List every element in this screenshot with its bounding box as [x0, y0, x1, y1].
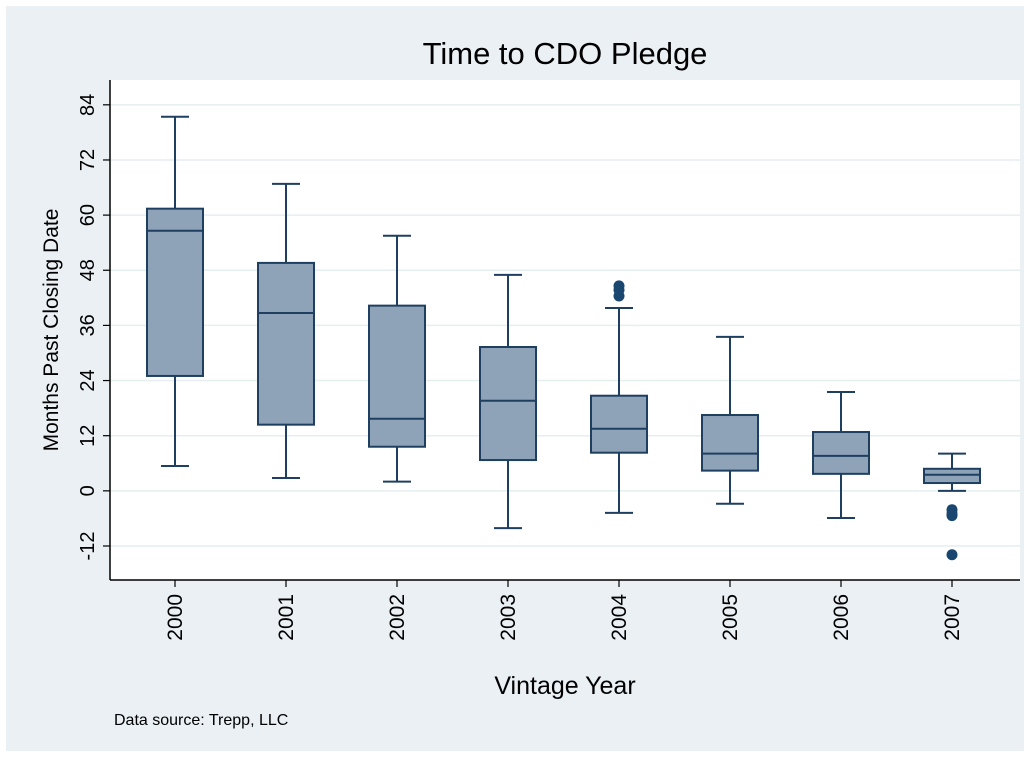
x-tick-label: 2002: [386, 594, 409, 641]
y-tick-label: 48: [77, 259, 99, 281]
outlier: [946, 549, 958, 561]
y-tick-label: 36: [77, 314, 99, 336]
y-tick-label: 0: [77, 485, 99, 496]
y-tick-label: 24: [77, 369, 99, 391]
box: [590, 394, 648, 454]
y-tick-label: 12: [77, 425, 99, 447]
note: Data source: Trepp, LLC: [114, 712, 288, 729]
box: [812, 431, 870, 475]
x-tick-label: 2003: [497, 594, 520, 641]
box: [701, 414, 759, 472]
y-tick-label: 72: [77, 149, 99, 171]
box: [479, 346, 537, 462]
outlier: [946, 510, 958, 522]
x-tick-label: 2006: [830, 594, 853, 641]
y-tick-label: 60: [77, 204, 99, 226]
x-tick-label: 2007: [941, 594, 964, 641]
y-tick-label: -12: [77, 532, 99, 561]
x-tick-label: 2000: [164, 594, 187, 641]
x-tick-label: 2004: [608, 594, 631, 641]
box: [257, 261, 315, 426]
box: [923, 467, 981, 485]
x-axis-label: Vintage Year: [494, 672, 635, 700]
y-axis-label: Months Past Closing Date: [40, 209, 63, 452]
y-tick-label: 84: [77, 94, 99, 116]
outlier: [613, 290, 625, 302]
x-tick-label: 2005: [719, 594, 742, 641]
x-tick-label: 2001: [275, 594, 298, 641]
chart-title: Time to CDO Pledge: [423, 36, 708, 71]
plot-area: [110, 80, 1020, 580]
box: [368, 304, 426, 448]
box: [146, 207, 204, 377]
